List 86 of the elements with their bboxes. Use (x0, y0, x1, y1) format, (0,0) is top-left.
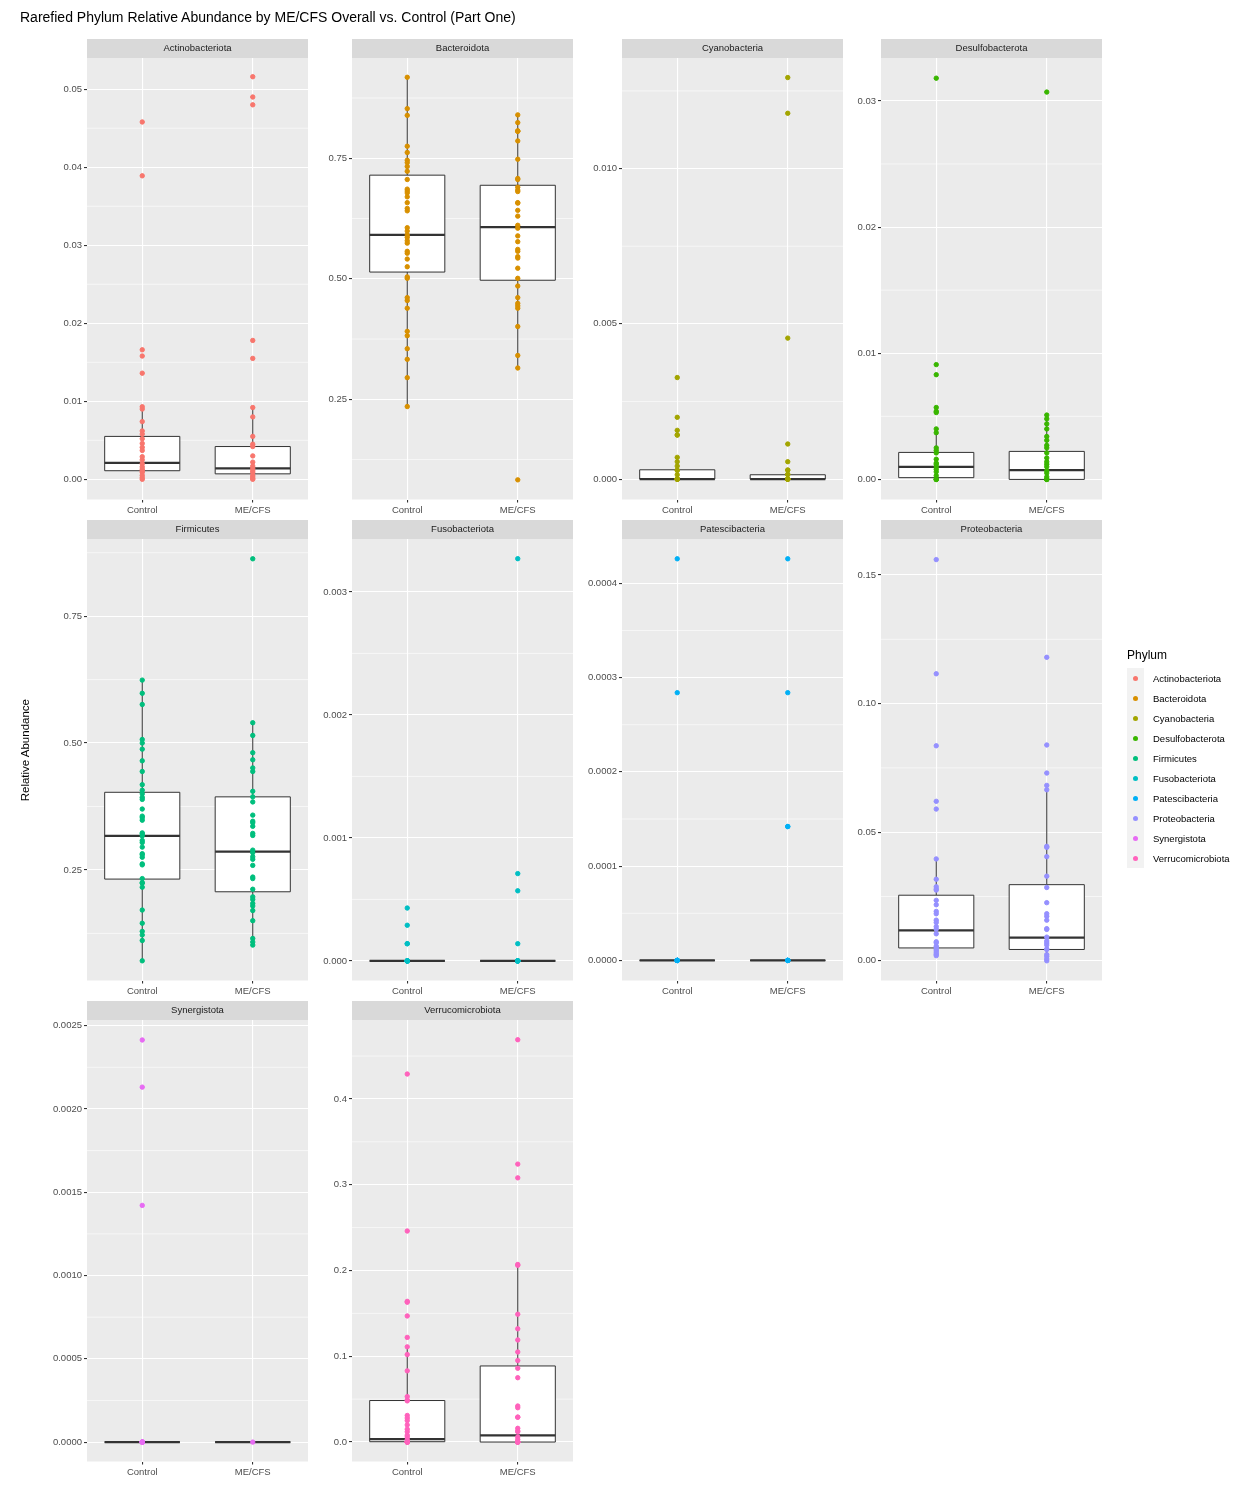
chart-title: Proteobacteria (960, 523, 1024, 535)
y-tick-label: 0.0005 (52, 1352, 82, 1364)
y-tick-label: 0.15 (857, 568, 876, 580)
y-tick-label: 0.0025 (52, 1019, 82, 1031)
y-tick-label: 0.1 (333, 1349, 347, 1361)
y-tick-label: 0.05 (63, 82, 82, 94)
y-tick-label: 0.0020 (52, 1102, 82, 1114)
y-tick-label: 0.0002 (587, 765, 617, 777)
x-tick-label: Control (391, 503, 423, 515)
x-tick-label: Control (391, 1465, 423, 1477)
legend-label: Fusobacteriota (1153, 772, 1216, 784)
y-tick-label: 0.0010 (52, 1269, 82, 1281)
text: Rarefied Phylum Relative Abundance by ME/CFS Overall vs. Control (Part One) (20, 9, 516, 25)
y-tick-label: 0.04 (63, 160, 82, 172)
x-tick-label: Control (661, 503, 693, 515)
x-tick-label: ME/CFS (769, 984, 806, 996)
y-tick-label: 0.4 (333, 1092, 347, 1104)
chart-title: Cyanobacteria (701, 42, 764, 54)
y-tick-label: 0.0015 (52, 1185, 82, 1197)
chart-title: Bacteroidota (435, 42, 490, 54)
y-tick-label: 0.05 (857, 825, 876, 837)
x-tick-label: Control (126, 1465, 158, 1477)
x-tick-label: ME/CFS (234, 1465, 271, 1477)
y-tick-label: 0.50 (328, 272, 347, 284)
x-tick-label: Control (126, 984, 158, 996)
chart-title: Synergistota (171, 1004, 225, 1016)
y-tick-label: 0.75 (328, 151, 347, 163)
y-tick-label: 0.25 (63, 863, 82, 875)
y-tick-label: 0.0 (333, 1435, 347, 1447)
chart-title: Verrucomicrobiota (424, 1004, 502, 1016)
legend-label: Verrucomicrobiota (1153, 852, 1230, 864)
y-tick-label: 0.3 (333, 1178, 347, 1190)
x-tick-label: ME/CFS (1028, 503, 1065, 515)
y-tick-label: 0.003 (323, 585, 347, 597)
legend-label: Actinobacteriota (1153, 672, 1222, 684)
y-tick-label: 0.00 (857, 954, 876, 966)
x-tick-label: ME/CFS (499, 1465, 536, 1477)
chart-title: Patescibacteria (700, 523, 766, 535)
x-tick-label: ME/CFS (234, 984, 271, 996)
y-tick-label: 0.001 (323, 831, 347, 843)
y-tick-label: 0.25 (328, 392, 347, 404)
y-tick-label: 0.000 (323, 954, 347, 966)
y-axis-title: Relative Abundance (19, 699, 31, 802)
legend-label: Synergistota (1153, 832, 1206, 844)
y-tick-label: 0.01 (857, 346, 876, 358)
chart-title: Desulfobacterota (955, 42, 1029, 54)
y-tick-label: 0.75 (63, 609, 82, 621)
x-tick-label: ME/CFS (499, 503, 536, 515)
y-tick-label: 0.0001 (587, 859, 617, 871)
x-tick-label: Control (661, 984, 693, 996)
y-tick-label: 0.03 (857, 94, 876, 106)
y-tick-label: 0.01 (63, 394, 82, 406)
x-tick-label: ME/CFS (1028, 984, 1065, 996)
y-tick-label: 0.10 (857, 697, 876, 709)
y-tick-label: 0.03 (63, 238, 82, 250)
legend-label: Patescibacteria (1153, 792, 1218, 804)
y-tick-label: 0.0003 (587, 671, 617, 683)
chart-title: Firmicutes (175, 523, 220, 535)
legend-label: Bacteroidota (1153, 692, 1207, 704)
y-tick-label: 0.0000 (52, 1435, 82, 1447)
x-tick-label: ME/CFS (499, 984, 536, 996)
y-tick-label: 0.2 (333, 1264, 347, 1276)
chart-title: Actinobacteriota (163, 42, 233, 54)
y-tick-label: 0.002 (323, 708, 347, 720)
y-tick-label: 0.02 (857, 220, 876, 232)
x-tick-label: ME/CFS (769, 503, 806, 515)
y-tick-label: 0.0000 (587, 954, 617, 966)
y-tick-label: 0.00 (857, 473, 876, 485)
legend-title: Phylum (1127, 648, 1168, 662)
y-tick-label: 0.000 (593, 472, 617, 484)
y-tick-label: 0.50 (63, 736, 82, 748)
legend-label: Desulfobacterota (1153, 732, 1225, 744)
legend-label: Proteobacteria (1153, 812, 1215, 824)
legend-label: Cyanobacteria (1153, 712, 1215, 724)
x-tick-label: Control (920, 503, 952, 515)
x-tick-label: Control (126, 503, 158, 515)
y-tick-label: 0.00 (63, 472, 82, 484)
x-tick-label: ME/CFS (234, 503, 271, 515)
chart-title: Fusobacteriota (431, 523, 495, 535)
y-tick-label: 0.02 (63, 316, 82, 328)
x-tick-label: Control (391, 984, 423, 996)
y-tick-label: 0.005 (593, 317, 617, 329)
y-tick-label: 0.010 (593, 162, 617, 174)
x-tick-label: Control (920, 984, 952, 996)
y-tick-label: 0.0004 (587, 576, 617, 588)
legend-label: Firmicutes (1153, 752, 1197, 764)
